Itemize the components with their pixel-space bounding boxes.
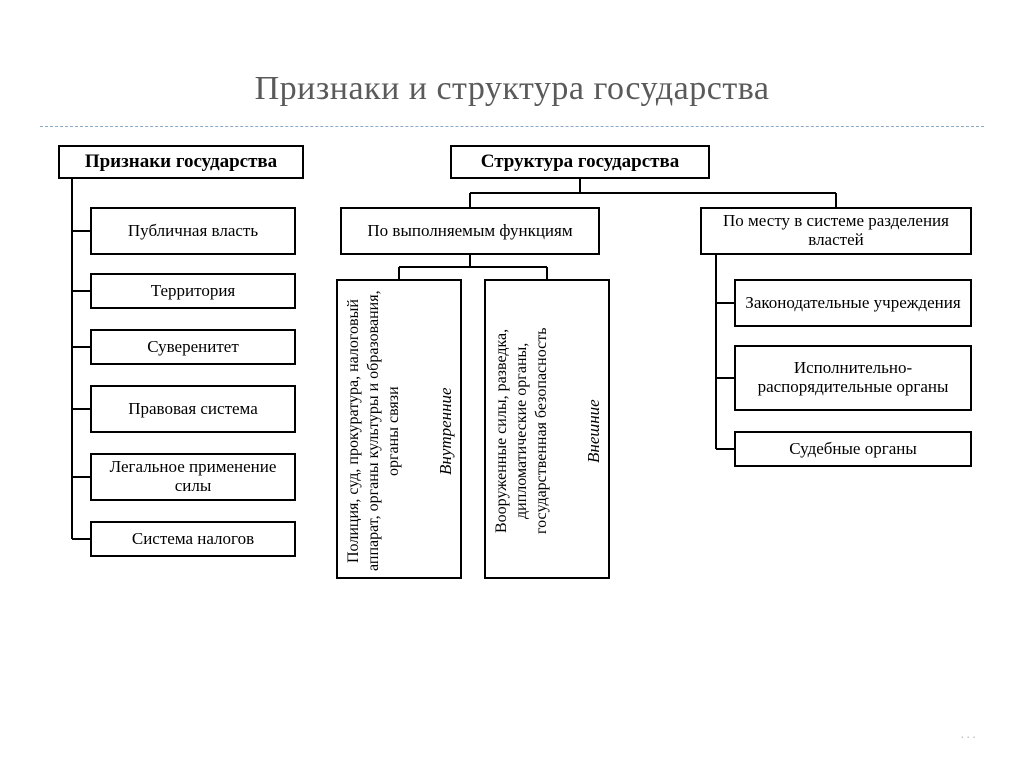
functions-internal: ВнутренниеПолиция, суд, прокуратура, нал… (336, 279, 462, 579)
subheader-functions: По выполняемым функциям (340, 207, 600, 255)
functions-external: ВнешниеВооруженные силы, разведка, дипло… (484, 279, 610, 579)
place-item-0: Законодательные учреждения (734, 279, 972, 327)
sign-item-1: Территория (90, 273, 296, 309)
slide: Признаки и структура государства Признак… (0, 0, 1024, 767)
sign-item-5: Система налогов (90, 521, 296, 557)
sign-item-2: Суверенитет (90, 329, 296, 365)
place-item-2: Судебные органы (734, 431, 972, 467)
subheader-place: По месту в системе разделения властей (700, 207, 972, 255)
slide-title: Признаки и структура государства (0, 0, 1024, 126)
functions-internal-label: Внутренние (436, 289, 456, 573)
diagram-canvas: Признаки государства Структура государств… (50, 145, 974, 705)
sign-item-3: Правовая система (90, 385, 296, 433)
sign-item-4: Легальное применение силы (90, 453, 296, 501)
place-item-1: Исполнительно-распорядительные органы (734, 345, 972, 411)
header-signs: Признаки государства (58, 145, 304, 179)
sign-item-0: Публичная власть (90, 207, 296, 255)
functions-external-label: Внешние (584, 289, 604, 573)
functions-external-text: Вооруженные силы, разведка, дипломатичес… (492, 289, 584, 573)
divider (40, 126, 984, 127)
header-structure: Структура государства (450, 145, 710, 179)
functions-internal-text: Полиция, суд, прокуратура, налоговый апп… (344, 289, 436, 573)
page-number: ... (960, 725, 978, 741)
